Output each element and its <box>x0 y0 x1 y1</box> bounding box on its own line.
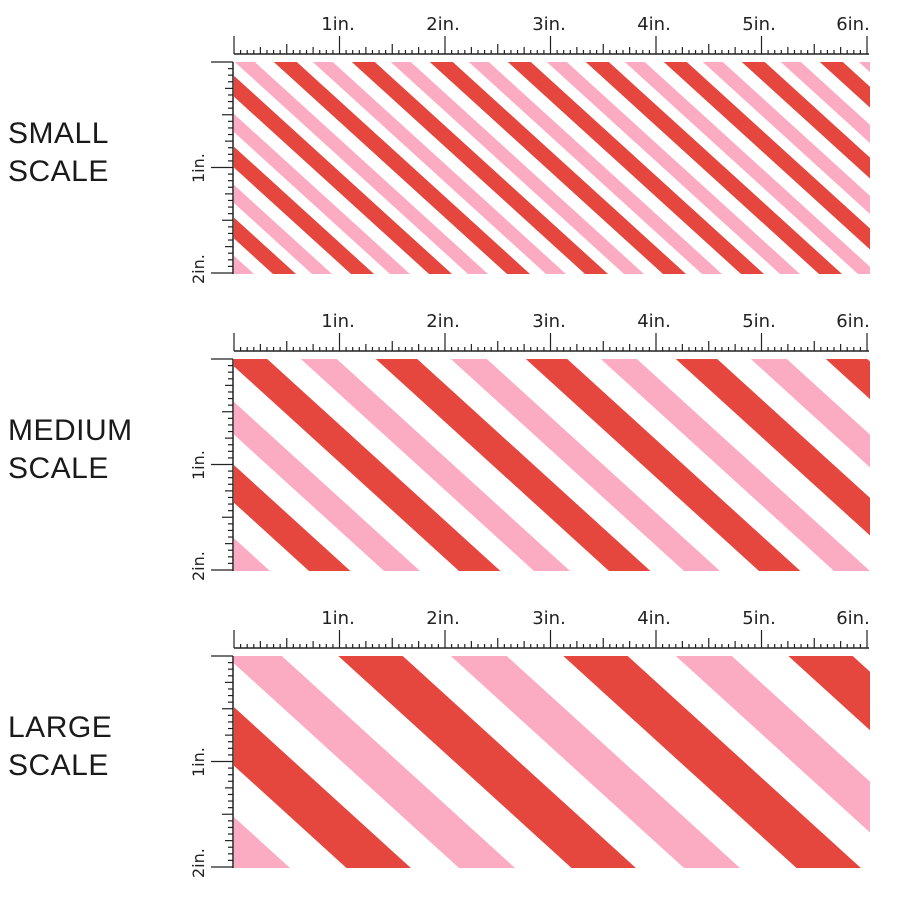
stripe-pink <box>780 62 870 144</box>
stripe-pink <box>234 114 410 274</box>
swatch-background <box>234 359 870 571</box>
stripe-red <box>351 62 608 274</box>
ruler-inch-label: 6in. <box>836 608 870 629</box>
ruler-inch-label: 5in. <box>742 14 776 35</box>
stripe-red <box>585 62 842 274</box>
stripe-pink <box>234 656 515 868</box>
stripe-pink <box>450 656 740 868</box>
stripe-pink <box>624 62 870 274</box>
stripe-pink <box>300 359 570 571</box>
fabric-swatch-large[interactable] <box>234 656 870 868</box>
scale-label-line1: MEDIUM <box>8 414 133 447</box>
stripe-pink <box>234 62 488 274</box>
panel-medium-scale: MEDIUM SCALE 1in. 2in. 3in. 4in. 5in. 6i… <box>0 297 900 587</box>
scale-label-large: LARGE SCALE <box>8 709 178 785</box>
ruler-inch-label: 4in. <box>637 311 671 332</box>
stripe-red <box>819 62 870 108</box>
stripe-pink <box>450 359 720 571</box>
ruler-left-ticks <box>211 655 234 868</box>
stripe-red <box>507 62 764 274</box>
ruler-inch-label: 1in. <box>321 608 355 629</box>
stripe-red <box>375 359 651 571</box>
ruler-vertical-label: 1in. <box>189 747 208 777</box>
stripe-red <box>338 656 636 868</box>
ruler-top-ticks <box>233 36 869 55</box>
ruler-inch-label: 6in. <box>836 14 870 35</box>
ruler-top: 1in. 2in. 3in. 4in. 5in. 6in. <box>231 594 871 654</box>
stripe-red <box>234 75 452 274</box>
ruler-left: 1in. 2in. <box>185 58 237 284</box>
stripe-red <box>273 62 530 274</box>
stripe-red <box>741 62 870 179</box>
ruler-inch-label: 6in. <box>836 311 870 332</box>
scale-label-line1: SMALL <box>8 117 109 150</box>
ruler-inch-label: 4in. <box>637 14 671 35</box>
stripe-pink <box>858 62 870 73</box>
stripe-pink <box>234 184 332 274</box>
stripe-pink <box>750 359 870 468</box>
ruler-top-ticks <box>233 630 869 649</box>
ruler-inch-label: 4in. <box>637 608 671 629</box>
stripe-red <box>429 62 686 274</box>
ruler-inch-label: 3in. <box>532 311 566 332</box>
stripe-red <box>234 217 296 274</box>
stripe-pink <box>234 255 254 274</box>
stripe-red <box>234 146 374 274</box>
stripe-pink <box>390 62 644 274</box>
ruler-vertical-label: 2in. <box>189 254 208 284</box>
ruler-inch-label: 3in. <box>532 608 566 629</box>
ruler-inch-label: 1in. <box>321 311 355 332</box>
scale-label-line2: SCALE <box>8 452 109 485</box>
stripe-pink <box>702 62 870 215</box>
ruler-top: 1in. 2in. 3in. 4in. 5in. 6in. <box>231 0 871 60</box>
ruler-vertical-label: 1in. <box>189 450 208 480</box>
ruler-inch-label: 2in. <box>426 14 460 35</box>
scale-label-medium: MEDIUM SCALE <box>8 412 178 488</box>
ruler-left: 1in. 2in. <box>185 355 237 581</box>
ruler-inch-label: 5in. <box>742 311 776 332</box>
scale-label-small: SMALL SCALE <box>8 115 178 191</box>
scale-label-line2: SCALE <box>8 749 109 782</box>
stripe-red <box>825 359 870 400</box>
ruler-top-ticks <box>233 333 869 352</box>
stripe-pink <box>312 62 566 274</box>
scale-label-line2: SCALE <box>8 155 109 188</box>
stripe-red <box>563 656 861 868</box>
ruler-inch-label: 2in. <box>426 608 460 629</box>
stripe-red <box>234 359 501 571</box>
ruler-vertical-label: 2in. <box>189 848 208 878</box>
ruler-inch-label: 1in. <box>321 14 355 35</box>
panel-large-scale: LARGE SCALE 1in. 2in. 3in. 4in. 5in. 6in… <box>0 594 900 884</box>
ruler-left-ticks <box>211 358 234 571</box>
ruler-inch-label: 5in. <box>742 608 776 629</box>
ruler-left-ticks <box>211 61 234 274</box>
fabric-swatch-medium[interactable] <box>234 359 870 571</box>
panel-small-scale: SMALL SCALE 1in. 2in. 3in. 4in. 5in. 6in… <box>0 0 900 290</box>
scale-label-line1: LARGE <box>8 711 113 744</box>
stripe-red <box>675 359 870 536</box>
ruler-vertical-label: 2in. <box>189 551 208 581</box>
ruler-left: 1in. 2in. <box>185 652 237 878</box>
stripe-red <box>788 656 870 731</box>
stripe-pink <box>600 359 870 571</box>
stripe-red <box>525 359 801 571</box>
ruler-inch-label: 3in. <box>532 14 566 35</box>
ruler-vertical-label: 1in. <box>189 153 208 183</box>
stripe-pink <box>468 62 722 274</box>
stripe-pink <box>546 62 800 274</box>
ruler-top: 1in. 2in. 3in. 4in. 5in. 6in. <box>231 297 871 357</box>
stripe-pink <box>234 401 420 571</box>
fabric-swatch-small[interactable] <box>234 62 870 274</box>
ruler-inch-label: 2in. <box>426 311 460 332</box>
